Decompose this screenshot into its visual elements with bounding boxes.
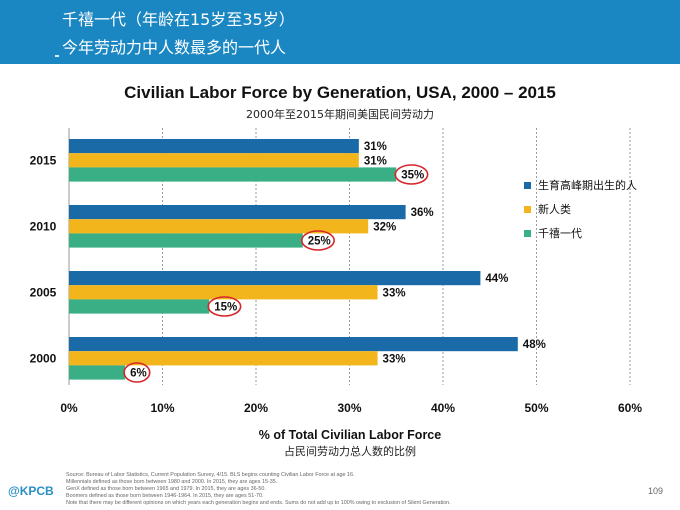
data-label: 48% xyxy=(523,339,546,351)
data-label: 44% xyxy=(485,273,508,285)
legend-swatch xyxy=(524,206,531,213)
x-axis-label-cn: 占民间劳动力总人数的比例 xyxy=(284,445,416,458)
page-number: 109 xyxy=(648,486,664,496)
x-tick-label: 0% xyxy=(60,401,78,415)
data-label: 32% xyxy=(373,221,396,233)
data-label: 35% xyxy=(401,170,424,182)
footnote-line: Source: Bureau of Labor Statistics, Curr… xyxy=(66,472,355,478)
x-tick-label: 30% xyxy=(337,401,361,415)
data-label: 31% xyxy=(364,141,387,153)
x-tick-label: 20% xyxy=(244,401,268,415)
bar xyxy=(69,365,126,380)
header-corner-mark xyxy=(55,55,59,57)
data-label: 25% xyxy=(308,236,331,248)
bar xyxy=(69,299,210,314)
y-category-label: 2010 xyxy=(30,219,57,233)
header-title-line2: 今年劳动力中人数最多的一代人 xyxy=(62,38,287,57)
bar xyxy=(69,167,397,182)
highlight-circle xyxy=(123,362,151,383)
data-label: 33% xyxy=(383,287,406,299)
footnote-line: Millennials defined as those born betwee… xyxy=(66,479,278,485)
x-axis-label: % of Total Civilian Labor Force xyxy=(258,428,442,442)
bar xyxy=(69,285,378,300)
kpcb-logo: @KPCB xyxy=(8,484,54,498)
highlight-circle xyxy=(300,230,335,251)
data-label: 31% xyxy=(364,155,387,167)
legend-label: 生育高峰期出生的人 xyxy=(538,178,637,192)
footnotes: Source: Bureau of Labor Statistics, Curr… xyxy=(66,472,626,507)
bar xyxy=(69,351,378,366)
x-tick-label: 40% xyxy=(431,401,455,415)
data-label: 36% xyxy=(411,207,434,219)
bar xyxy=(69,219,369,234)
bar xyxy=(69,153,359,168)
bar xyxy=(69,337,518,352)
data-label: 15% xyxy=(214,302,237,314)
legend-label: 新人类 xyxy=(538,202,571,216)
y-category-label: 2005 xyxy=(30,285,57,299)
x-tick-label: 50% xyxy=(524,401,548,415)
y-category-label: 2015 xyxy=(30,153,57,167)
bar xyxy=(69,271,481,286)
legend-label: 千禧一代 xyxy=(538,227,582,240)
bar xyxy=(69,233,303,248)
x-tick-label: 10% xyxy=(150,401,174,415)
highlight-circle xyxy=(207,296,242,317)
header-title-line1: 千禧一代（年龄在15岁至35岁） xyxy=(62,10,295,29)
highlight-circle xyxy=(394,164,429,185)
chart-subtitle: 2000年至2015年期间美国民间劳动力 xyxy=(246,108,434,121)
x-tick-label: 60% xyxy=(618,401,642,415)
footnote-line: GenX defined as those born between 1965 … xyxy=(66,486,266,492)
data-label: 33% xyxy=(383,353,406,365)
legend-swatch xyxy=(524,182,531,189)
chart-title: Civilian Labor Force by Generation, USA,… xyxy=(124,83,556,102)
slide-header: 千禧一代（年龄在15岁至35岁） 今年劳动力中人数最多的一代人 xyxy=(0,0,680,64)
legend-swatch xyxy=(524,230,531,237)
bar xyxy=(69,205,406,220)
y-category-label: 2000 xyxy=(30,351,57,365)
data-label: 6% xyxy=(130,368,147,380)
footnote-line: Boomers defined as those born between 19… xyxy=(66,493,264,499)
bar xyxy=(69,139,359,154)
footnote-line: Note that there may be different opinion… xyxy=(66,500,451,506)
